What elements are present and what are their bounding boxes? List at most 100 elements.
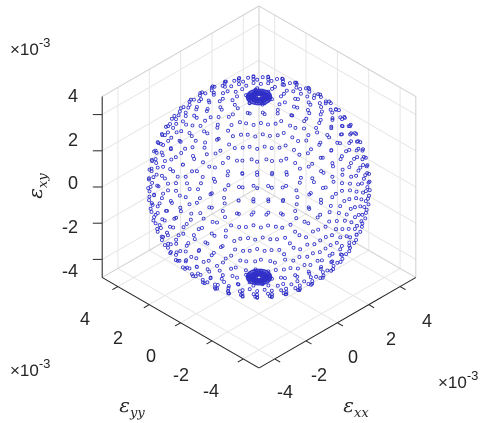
box-edge: [101, 186, 260, 278]
data-point: [331, 263, 336, 268]
data-point: [356, 168, 361, 173]
data-point: [305, 254, 310, 259]
x-tick-mark: [237, 358, 244, 363]
data-point: [330, 110, 335, 115]
y-axis-label: εyy: [119, 393, 145, 421]
data-point: [251, 75, 256, 79]
data-point: [279, 119, 284, 123]
data-point: [197, 93, 202, 98]
data-point: [258, 257, 263, 262]
data-point: [328, 101, 333, 105]
data-point: [205, 107, 210, 111]
data-point: [255, 146, 260, 151]
x-tick-mark: [112, 286, 119, 291]
data-point: [161, 143, 166, 147]
y-tick-mark: [368, 304, 375, 309]
data-point: [354, 232, 359, 237]
data-point: [264, 212, 269, 217]
data-point: [215, 263, 219, 268]
data-point: [198, 272, 203, 277]
data-point: [218, 105, 223, 110]
data-point: [190, 272, 194, 277]
data-point: [309, 147, 313, 152]
data-point: [267, 294, 272, 299]
data-point: [346, 226, 351, 231]
data-point: [233, 247, 238, 252]
data-point: [338, 141, 342, 146]
data-point: [184, 258, 189, 263]
data-point: [192, 113, 197, 118]
data-point: [338, 204, 343, 209]
data-point: [267, 98, 272, 102]
grid-line: [101, 59, 260, 152]
data-point: [260, 75, 265, 80]
data-point: [304, 116, 309, 121]
data-point: [367, 193, 371, 198]
data-point: [253, 134, 258, 139]
x-tick-label: -4: [277, 382, 293, 402]
data-point: [190, 169, 194, 174]
data-point: [282, 100, 287, 105]
data-point: [230, 98, 235, 103]
data-point: [365, 171, 370, 176]
data-point: [315, 258, 320, 263]
data-point: [354, 189, 359, 194]
data-point: [279, 158, 283, 163]
data-point: [164, 124, 168, 129]
data-point: [218, 148, 223, 153]
data-point: [282, 83, 287, 87]
data-point: [204, 109, 209, 113]
data-point: [318, 266, 323, 271]
box-edge: [258, 186, 417, 278]
z-multiplier: ×10-3: [10, 35, 50, 59]
data-point: [183, 195, 188, 200]
data-point: [154, 150, 159, 155]
data-point: [155, 165, 160, 170]
data-point: [288, 222, 293, 227]
data-point: [230, 274, 235, 278]
data-point: [206, 98, 211, 103]
y-tick-mark: [305, 340, 312, 345]
data-point: [275, 111, 280, 116]
data-point: [198, 124, 203, 128]
data-point: [347, 197, 352, 202]
data-point: [216, 115, 221, 119]
data-point: [240, 145, 245, 150]
data-point: [244, 259, 249, 264]
data-point: [306, 221, 311, 226]
box-edge: [101, 5, 260, 97]
data-point: [200, 225, 204, 230]
data-point: [307, 271, 312, 276]
data-point: [297, 233, 302, 238]
data-point: [295, 279, 300, 284]
data-point: [330, 118, 335, 122]
data-point: [287, 241, 292, 246]
data-point: [329, 126, 334, 131]
data-point: [236, 211, 241, 216]
data-point: [238, 258, 243, 263]
data-point: [174, 241, 179, 246]
y-tick-mark: [399, 286, 406, 291]
data-point: [246, 236, 251, 241]
data-point: [260, 235, 265, 240]
data-point: [319, 265, 324, 269]
data-point: [311, 96, 316, 100]
data-point: [329, 268, 334, 273]
y-axis-line: [258, 277, 417, 369]
data-point: [222, 201, 227, 206]
data-point: [291, 89, 296, 94]
data-point: [187, 131, 192, 135]
data-point: [352, 205, 357, 210]
data-point: [235, 94, 239, 99]
data-point: [317, 250, 322, 255]
grid-line: [117, 267, 275, 360]
data-point: [229, 84, 234, 89]
data-point: [240, 158, 245, 163]
data-point: [209, 205, 214, 210]
data-point: [294, 85, 299, 90]
data-point: [156, 184, 161, 189]
data-point: [362, 205, 367, 209]
data-point: [222, 84, 227, 89]
data-point: [363, 210, 368, 215]
data-point: [289, 282, 294, 287]
